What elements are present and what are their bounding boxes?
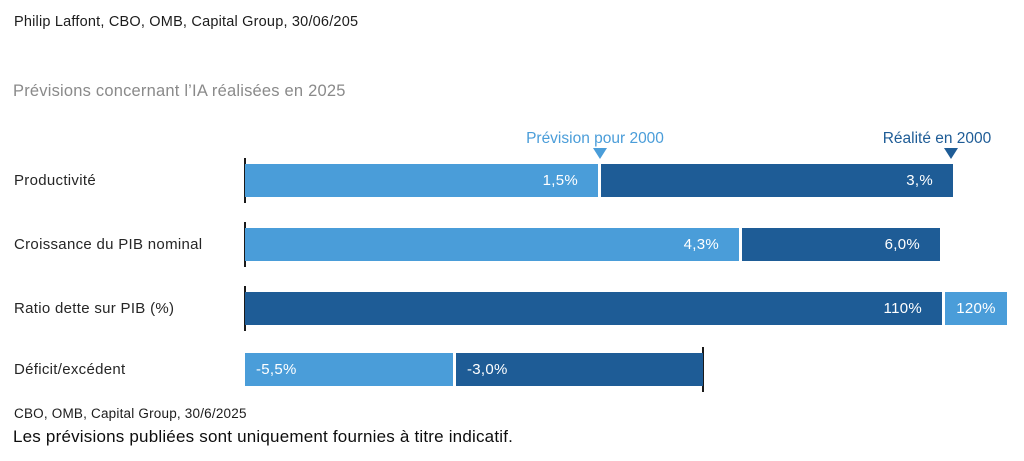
bar-segment-realite: 6,0% — [742, 228, 940, 261]
category-label: Productivité — [14, 172, 96, 189]
bar-segment-realite: 3,% — [601, 164, 953, 197]
category-label: Ratio dette sur PIB (%) — [14, 300, 175, 317]
bar-value-label: 120% — [956, 300, 996, 317]
legend-label-realite: Réalité en 2000 — [882, 130, 992, 147]
bar-segment-prevision: 120% — [945, 292, 1007, 325]
bar-value-label: -3,0% — [467, 361, 508, 378]
footer-source-line: CBO, OMB, Capital Group, 30/6/2025 — [14, 406, 247, 421]
bar-segment-prevision: 4,3% — [245, 228, 739, 261]
chart-title: Prévisions concernant l’IA réalisées en … — [13, 82, 346, 100]
category-label: Déficit/excédent — [14, 361, 126, 378]
bar-value-label: 1,5% — [542, 172, 578, 189]
header-source-line: Philip Laffont, CBO, OMB, Capital Group,… — [14, 14, 359, 30]
category-label: Croissance du PIB nominal — [14, 236, 203, 253]
bar-value-label: 6,0% — [884, 236, 920, 253]
footer-disclaimer: Les prévisions publiées sont uniquement … — [13, 427, 514, 446]
bar-segment-prevision: -5,5% — [245, 353, 453, 386]
bar-value-label: 3,% — [906, 172, 933, 189]
bar-segment-realite: 110% — [245, 292, 942, 325]
legend-label-prevision: Prévision pour 2000 — [526, 130, 664, 147]
bar-value-label: 4,3% — [683, 236, 719, 253]
legend-triangle-icon-prevision — [593, 148, 607, 159]
bar-value-label: -5,5% — [256, 361, 297, 378]
legend-triangle-icon-realite — [944, 148, 958, 159]
axis-tick-line — [702, 347, 704, 392]
bar-segment-prevision: 1,5% — [245, 164, 598, 197]
bar-segment-realite: -3,0% — [456, 353, 703, 386]
bar-value-label: 110% — [883, 300, 922, 317]
